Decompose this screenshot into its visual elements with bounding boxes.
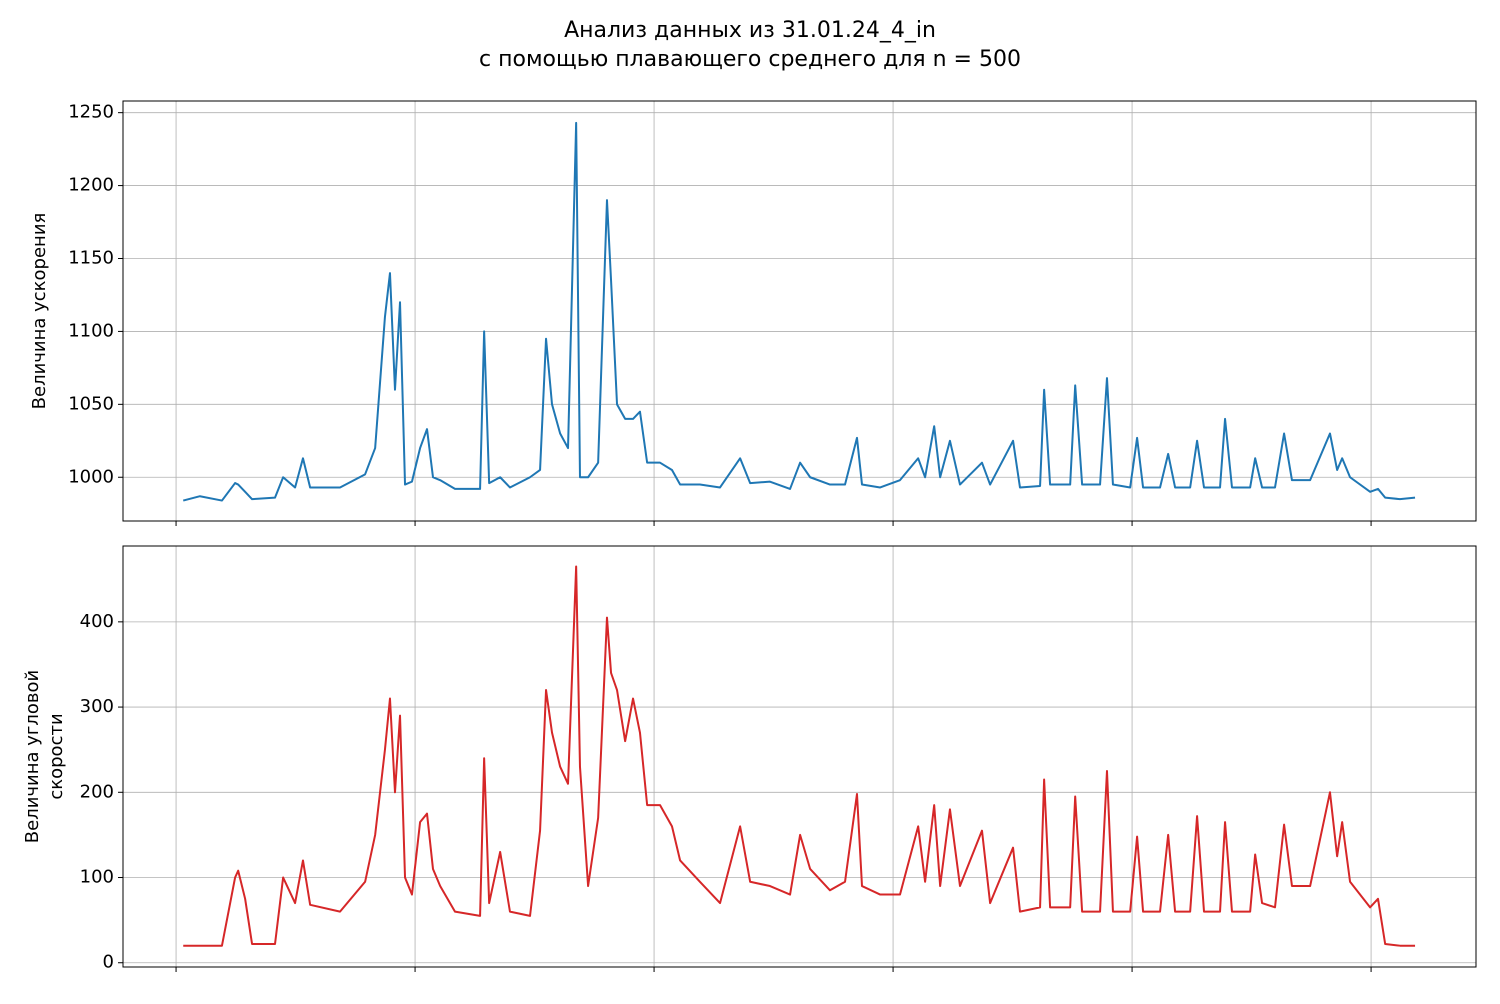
y-tick-label: 1250 [68, 102, 114, 123]
y-tick-label: 1050 [68, 393, 114, 414]
y-tick-label: 1150 [68, 248, 114, 269]
y-tick-label: 0 [103, 952, 114, 973]
y-tick-label: 1200 [68, 175, 114, 196]
axes-frame [122, 100, 1477, 522]
title-line: Анализ данных из 31.01.24_4_in [564, 18, 936, 43]
data-line [182, 121, 1416, 502]
y-tick-label: 300 [80, 696, 114, 717]
y-tick-label: 100 [80, 867, 114, 888]
y-axis-label: скорости [46, 713, 67, 799]
y-tick-label: 1100 [68, 320, 114, 341]
data-line [183, 565, 1416, 947]
y-axis-label: Величина ускорения [29, 213, 50, 410]
y-axis-label: Величина угловой [22, 670, 43, 843]
y-tick-label: 400 [80, 611, 114, 632]
axes-frame [122, 545, 1477, 968]
y-tick-label: 1000 [68, 466, 114, 487]
title-line: с помощью плавающего среднего для n = 50… [479, 47, 1021, 72]
y-tick-label: 200 [80, 781, 114, 802]
